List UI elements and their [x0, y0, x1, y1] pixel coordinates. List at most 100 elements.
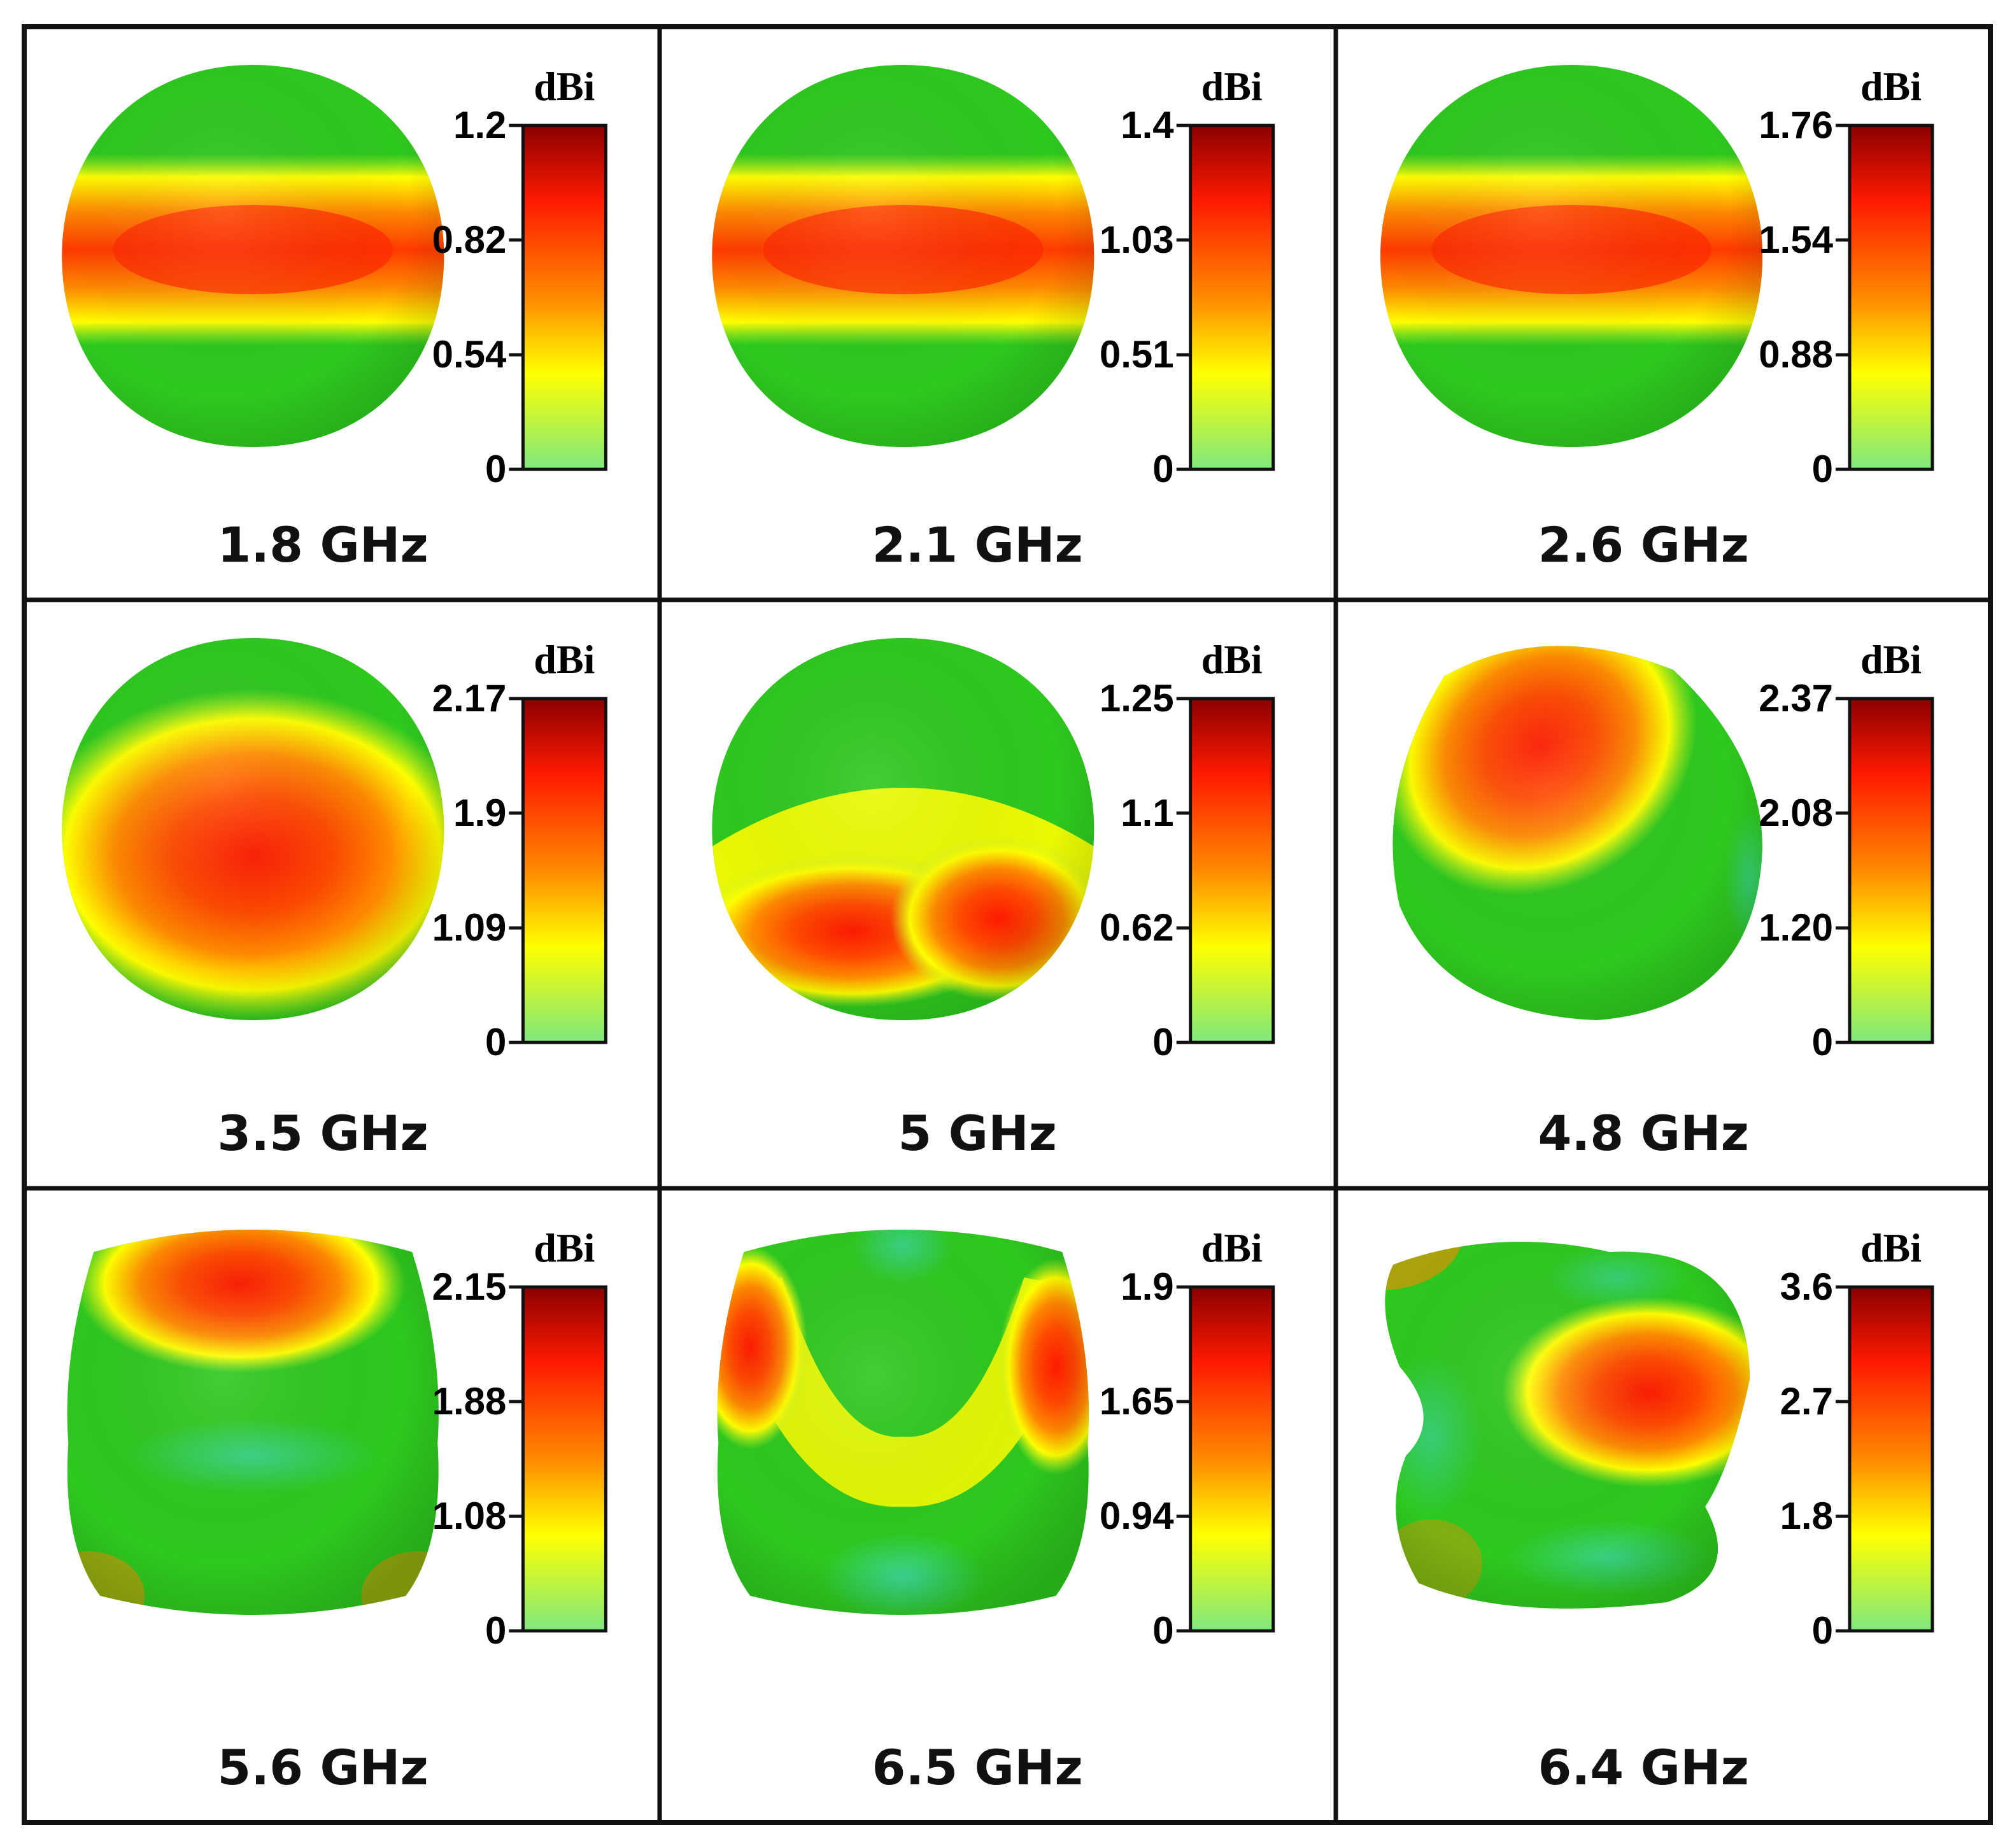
- scale-tick-label: 0: [1812, 1021, 1833, 1063]
- scale-tick-label: 0: [1812, 448, 1833, 490]
- scale-bar: [521, 697, 607, 1044]
- scale-tick-label: 1.9: [453, 792, 506, 834]
- gain-color-scale: dBi 2.37 2.08 1.20 0: [1759, 637, 1934, 1063]
- radiation-pattern-panel: dBi 2.17 1.9 1.09 0 3.5 GHz: [62, 637, 607, 1162]
- scale-tick-label: 0: [485, 1021, 506, 1063]
- scale-tick-label: 1.25: [1100, 677, 1174, 720]
- scale-tick-label: 3.6: [1780, 1265, 1833, 1308]
- scale-tick-label: 1.08: [432, 1495, 507, 1537]
- radiation-pattern-panel: dBi 3.6 2.7 1.8 0 6.4 GHz: [1385, 1225, 1934, 1796]
- gain-color-scale: dBi 1.25 1.1 0.62 0: [1100, 637, 1275, 1063]
- scale-unit-label: dBi: [534, 1225, 595, 1270]
- scale-unit-label: dBi: [1201, 637, 1263, 682]
- scale-bar: [1189, 124, 1275, 471]
- scale-tick-label: 0: [1812, 1609, 1833, 1652]
- scale-tick-label: 1.88: [432, 1380, 507, 1423]
- gain-hotspots: [712, 638, 1095, 1020]
- frequency-label: 5 GHz: [898, 1105, 1057, 1162]
- radiation-pattern-3d: [62, 638, 444, 1020]
- frequency-label: 1.8 GHz: [217, 516, 428, 573]
- scale-tick-label: 1.2: [453, 104, 506, 146]
- scale-tick-label: 0: [1152, 448, 1173, 490]
- panel-borders: [22, 24, 1993, 1825]
- scale-unit-label: dBi: [1201, 64, 1263, 109]
- scale-bar: [1848, 1285, 1934, 1633]
- frequency-label: 4.8 GHz: [1538, 1105, 1749, 1162]
- radiation-pattern-3d: [62, 65, 444, 447]
- scale-tick-label: 2.08: [1759, 792, 1833, 834]
- radiation-pattern-3d: [712, 638, 1095, 1020]
- scale-tick-label: 0.62: [1100, 906, 1174, 949]
- scale-tick-label: 1.54: [1759, 218, 1833, 261]
- scale-tick-label: 2.17: [432, 677, 507, 720]
- scale-tick-label: 0: [1152, 1609, 1173, 1652]
- scale-tick-label: 2.7: [1780, 1380, 1833, 1423]
- radiation-pattern-panel: dBi 2.15 1.88 1.08 0 5.6 GHz: [67, 1225, 607, 1796]
- scale-tick-label: 0.51: [1100, 333, 1174, 376]
- frequency-label: 5.6 GHz: [217, 1739, 428, 1796]
- scale-unit-label: dBi: [534, 64, 595, 109]
- radiation-pattern-3d: [1380, 65, 1763, 447]
- gain-color-scale: dBi 1.4 1.03 0.51 0: [1100, 64, 1275, 490]
- frequency-label: 2.1 GHz: [872, 516, 1082, 573]
- scale-tick-label: 1.09: [432, 906, 507, 949]
- scale-tick-label: 0.82: [432, 218, 507, 261]
- scale-tick-label: 1.76: [1759, 104, 1833, 146]
- scale-tick-label: 0: [1152, 1021, 1173, 1063]
- scale-tick-label: 1.8: [1780, 1495, 1833, 1537]
- gain-hotspots: [1380, 65, 1763, 447]
- scale-bar: [521, 124, 607, 471]
- scale-tick-label: 1.03: [1100, 218, 1174, 261]
- radiation-pattern-panel: dBi 1.25 1.1 0.62 0 5 GHz: [712, 637, 1275, 1162]
- frequency-label: 6.4 GHz: [1538, 1739, 1749, 1796]
- gain-hotspots: [712, 65, 1095, 447]
- scale-tick-label: 0.54: [432, 333, 507, 376]
- frequency-label: 3.5 GHz: [217, 1105, 428, 1162]
- scale-unit-label: dBi: [1860, 637, 1922, 682]
- panel-grid: dBi 1.2 0.82 0.54 0 1.8 GHz dBi 1.4 1.03 0.51 0 2.1…: [62, 64, 1934, 1796]
- scale-tick-label: 2.37: [1759, 677, 1833, 720]
- gain-hotspots: [717, 1230, 1089, 1615]
- gain-color-scale: dBi 2.17 1.9 1.09 0: [432, 637, 607, 1063]
- frequency-label: 6.5 GHz: [872, 1739, 1082, 1796]
- scale-bar: [1189, 697, 1275, 1044]
- scale-bar: [1848, 124, 1934, 471]
- scale-bar: [1189, 1285, 1275, 1633]
- gain-hotspots: [1392, 646, 1763, 1020]
- scale-tick-label: 1.20: [1759, 906, 1833, 949]
- radiation-pattern-3d: [712, 65, 1095, 447]
- gain-hotspots: [62, 638, 444, 1020]
- scale-unit-label: dBi: [534, 637, 595, 682]
- frequency-label: 2.6 GHz: [1538, 516, 1749, 573]
- radiation-pattern-panel: dBi 1.76 1.54 0.88 0 2.6 GHz: [1380, 64, 1934, 573]
- scale-tick-label: 2.15: [432, 1265, 507, 1308]
- scale-tick-label: 1.4: [1121, 104, 1174, 146]
- radiation-pattern-panel: dBi 1.4 1.03 0.51 0 2.1 GHz: [712, 64, 1275, 573]
- scale-unit-label: dBi: [1860, 64, 1922, 109]
- scale-unit-label: dBi: [1201, 1225, 1263, 1270]
- scale-tick-label: 1.65: [1100, 1380, 1174, 1423]
- gain-hotspots: [62, 65, 444, 447]
- gain-color-scale: dBi 2.15 1.88 1.08 0: [432, 1225, 607, 1652]
- radiation-pattern-panel: dBi 2.37 2.08 1.20 0 4.8 GHz: [1392, 637, 1934, 1162]
- radiation-pattern-3d: [717, 1230, 1089, 1615]
- scale-tick-label: 0.88: [1759, 333, 1833, 376]
- scale-tick-label: 0: [485, 448, 506, 490]
- radiation-pattern-3d: [1392, 646, 1763, 1020]
- scale-bar: [521, 1285, 607, 1633]
- gain-color-scale: dBi 1.2 0.82 0.54 0: [432, 64, 607, 490]
- scale-bar: [1848, 697, 1934, 1044]
- gain-color-scale: dBi 3.6 2.7 1.8 0: [1780, 1225, 1934, 1652]
- gain-color-scale: dBi 1.9 1.65 0.94 0: [1100, 1225, 1275, 1652]
- gain-color-scale: dBi 1.76 1.54 0.88 0: [1759, 64, 1934, 490]
- scale-tick-label: 1.9: [1121, 1265, 1173, 1308]
- scale-unit-label: dBi: [1860, 1225, 1922, 1270]
- radiation-pattern-panel: dBi 1.9 1.65 0.94 0 6.5 GHz: [717, 1225, 1275, 1796]
- radiation-pattern-panel: dBi 1.2 0.82 0.54 0 1.8 GHz: [62, 64, 607, 573]
- scale-tick-label: 0.94: [1100, 1495, 1174, 1537]
- radiation-pattern-3d: [67, 1230, 439, 1615]
- gain-hotspots: [67, 1230, 439, 1615]
- scale-tick-label: 1.1: [1121, 792, 1173, 834]
- outer-border: [22, 24, 1993, 1825]
